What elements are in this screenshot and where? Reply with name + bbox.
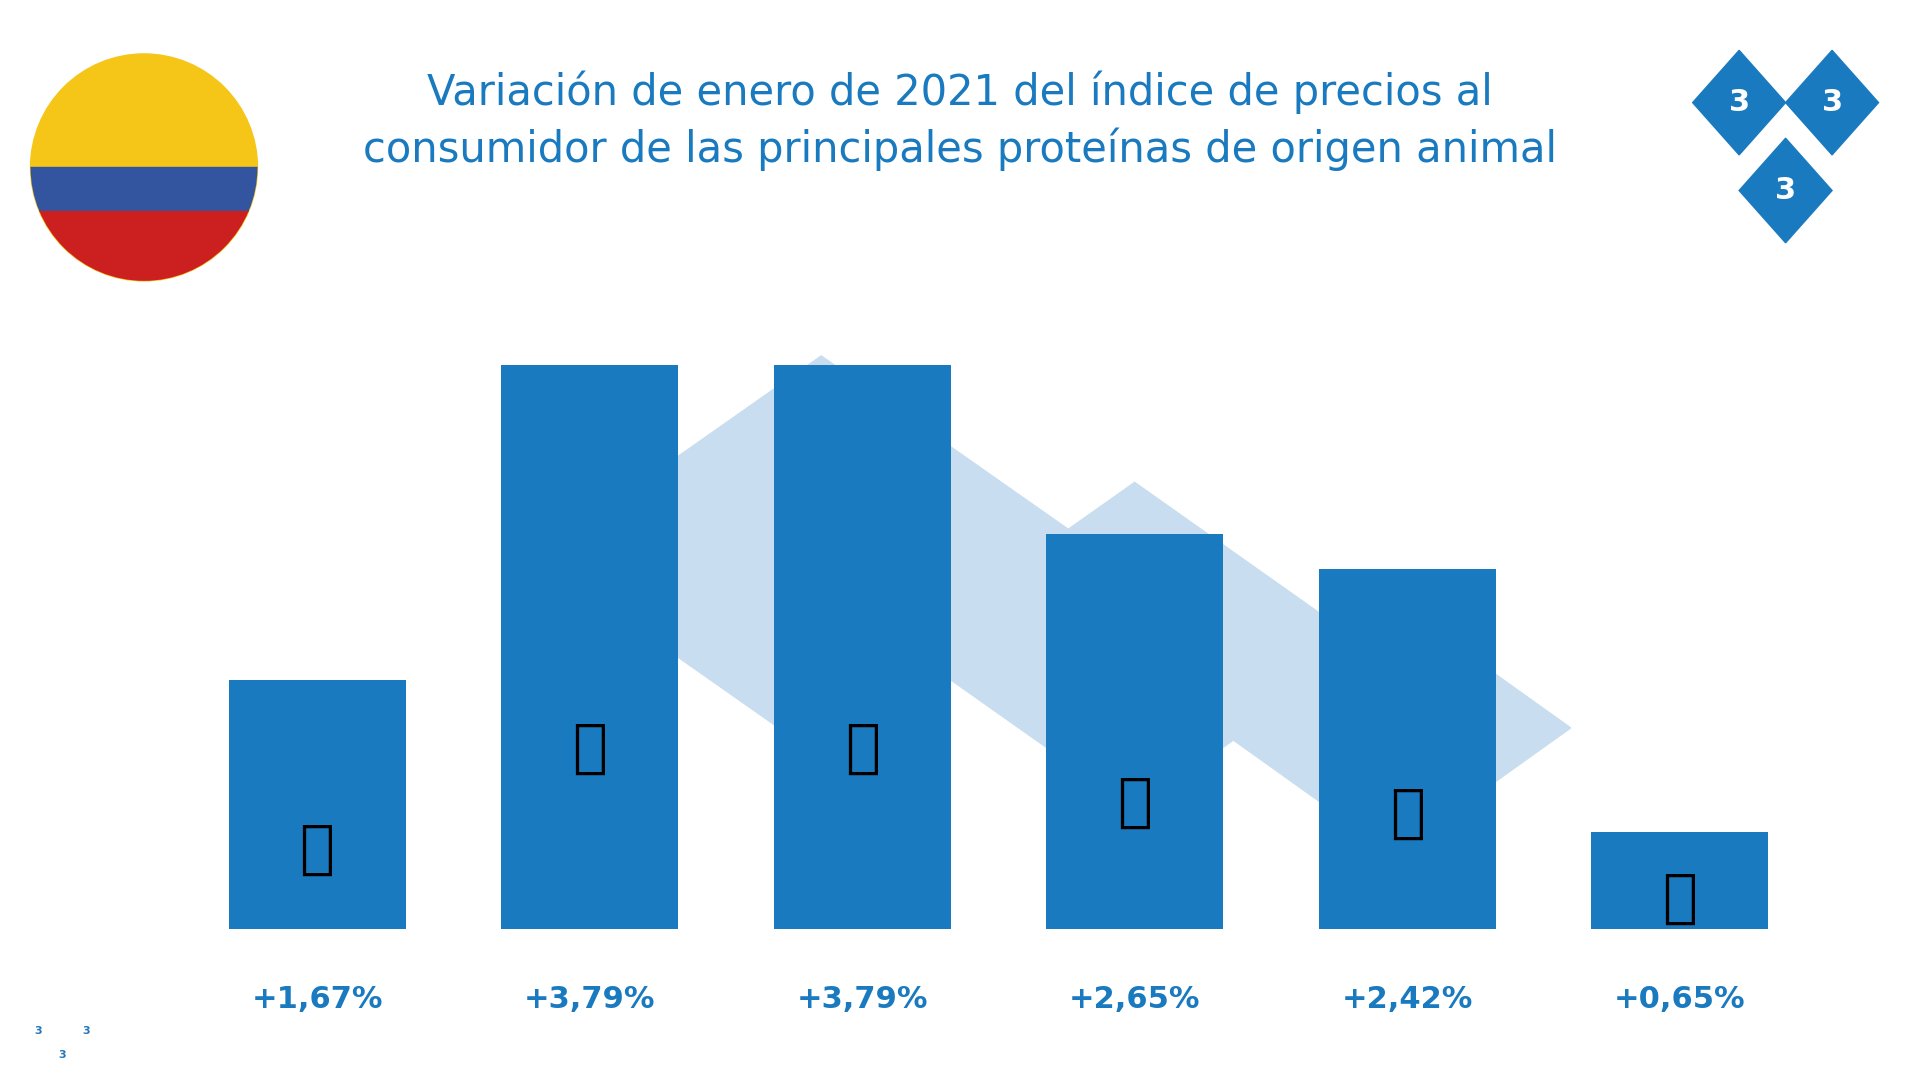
- Circle shape: [31, 54, 257, 281]
- Polygon shape: [1786, 51, 1878, 154]
- Text: Variación de enero de 2021 del índice de precios al
consumidor de las principale: Variación de enero de 2021 del índice de…: [363, 70, 1557, 171]
- Text: 🍝: 🍝: [572, 720, 607, 777]
- Bar: [1046, 535, 1223, 929]
- Text: 3: 3: [1361, 681, 1427, 774]
- Text: 3: 3: [60, 1051, 65, 1061]
- Bar: [228, 680, 405, 929]
- Text: +1,67%: +1,67%: [252, 985, 382, 1014]
- Polygon shape: [1217, 602, 1571, 854]
- Text: 3: 3: [1822, 89, 1843, 117]
- Text: +0,65%: +0,65%: [1615, 985, 1745, 1014]
- Polygon shape: [1693, 51, 1786, 154]
- Bar: [19, 167, 269, 211]
- Bar: [1592, 832, 1768, 929]
- Text: +3,79%: +3,79%: [524, 985, 655, 1014]
- Bar: [774, 365, 950, 929]
- Polygon shape: [536, 356, 1108, 758]
- Polygon shape: [1740, 138, 1832, 243]
- Bar: [1319, 569, 1496, 929]
- Text: +2,42%: +2,42%: [1342, 985, 1473, 1014]
- Text: 🐄: 🐄: [1117, 774, 1152, 832]
- Text: 3: 3: [1092, 588, 1177, 704]
- Text: 3: 3: [1774, 176, 1797, 205]
- Text: 3: 3: [1728, 89, 1749, 117]
- Polygon shape: [15, 1021, 61, 1041]
- Text: 3: 3: [35, 1026, 42, 1036]
- Text: +2,65%: +2,65%: [1069, 985, 1200, 1014]
- Polygon shape: [38, 1045, 84, 1066]
- Text: 3: 3: [768, 483, 874, 632]
- Bar: [19, 211, 269, 293]
- Text: +3,79%: +3,79%: [797, 985, 927, 1014]
- Polygon shape: [63, 1021, 109, 1041]
- Text: 🐔: 🐔: [1390, 785, 1425, 842]
- Text: 3: 3: [83, 1026, 90, 1036]
- Text: 🥚: 🥚: [845, 720, 879, 777]
- Text: 🐷: 🐷: [1663, 869, 1697, 927]
- Bar: [501, 365, 678, 929]
- Text: 🗺: 🗺: [300, 821, 334, 878]
- Polygon shape: [902, 483, 1367, 810]
